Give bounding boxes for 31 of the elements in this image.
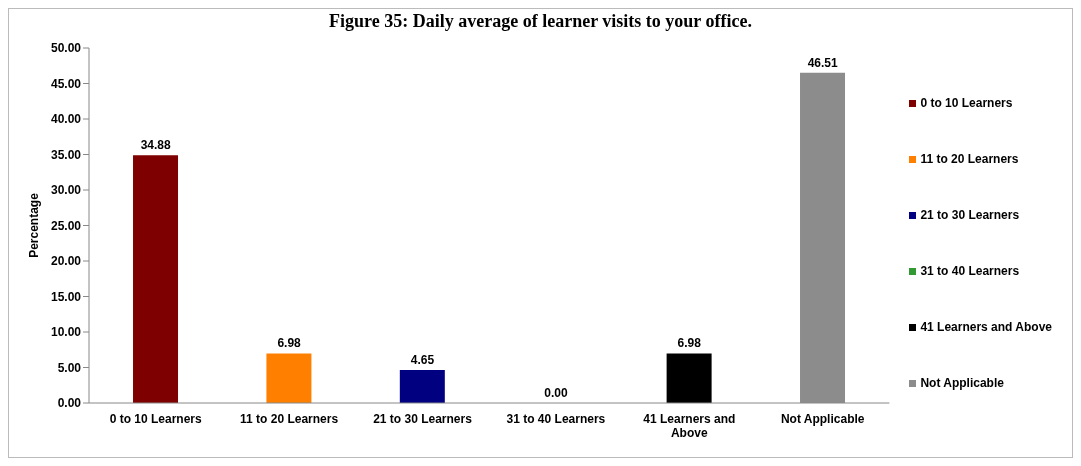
y-tick-label: 10.00 [50, 325, 82, 340]
y-tick-label: 15.00 [50, 289, 82, 304]
data-label: 46.51 [807, 55, 839, 70]
y-axis-title: Percentage [27, 192, 42, 258]
y-tick-label: 0.00 [57, 396, 82, 411]
x-tick-label: 0 to 10 Learners [109, 412, 203, 426]
data-label: 0.00 [544, 386, 568, 400]
y-tick-label: 45.00 [50, 76, 82, 91]
y-tick-label: 40.00 [50, 112, 82, 127]
legend-label: 11 to 20 Learners [920, 151, 1019, 168]
data-label: 4.65 [410, 352, 435, 367]
legend-label: Not Applicable [920, 375, 1004, 392]
y-tick-label: 30.00 [50, 183, 82, 198]
legend-label: 41 Learners and Above [920, 319, 1052, 336]
x-tick-label: 41 Learners and Above [643, 412, 736, 440]
y-tick-label: 25.00 [50, 218, 82, 233]
y-tick-label: 35.00 [50, 147, 82, 162]
y-tick-label: 50.00 [50, 41, 82, 56]
legend-label: 21 to 30 Learners [920, 207, 1020, 224]
data-label: 6.98 [277, 336, 302, 351]
legend-label: 0 to 10 Learners [920, 95, 1013, 112]
y-tick-label: 5.00 [57, 360, 82, 375]
chart-title: Figure 35: Daily average of learner visits to your office. [328, 10, 753, 33]
legend-label: 31 to 40 Learners [920, 263, 1020, 280]
x-tick-label: 21 to 30 Learners [373, 412, 473, 426]
data-label: 34.88 [140, 138, 172, 153]
x-tick-label: 11 to 20 Learners [240, 412, 339, 426]
x-tick-label: 31 to 40 Learners [506, 412, 606, 426]
x-tick-label: Not Applicable [780, 412, 865, 426]
y-tick-label: 20.00 [50, 254, 82, 269]
data-label: 6.98 [677, 336, 702, 351]
